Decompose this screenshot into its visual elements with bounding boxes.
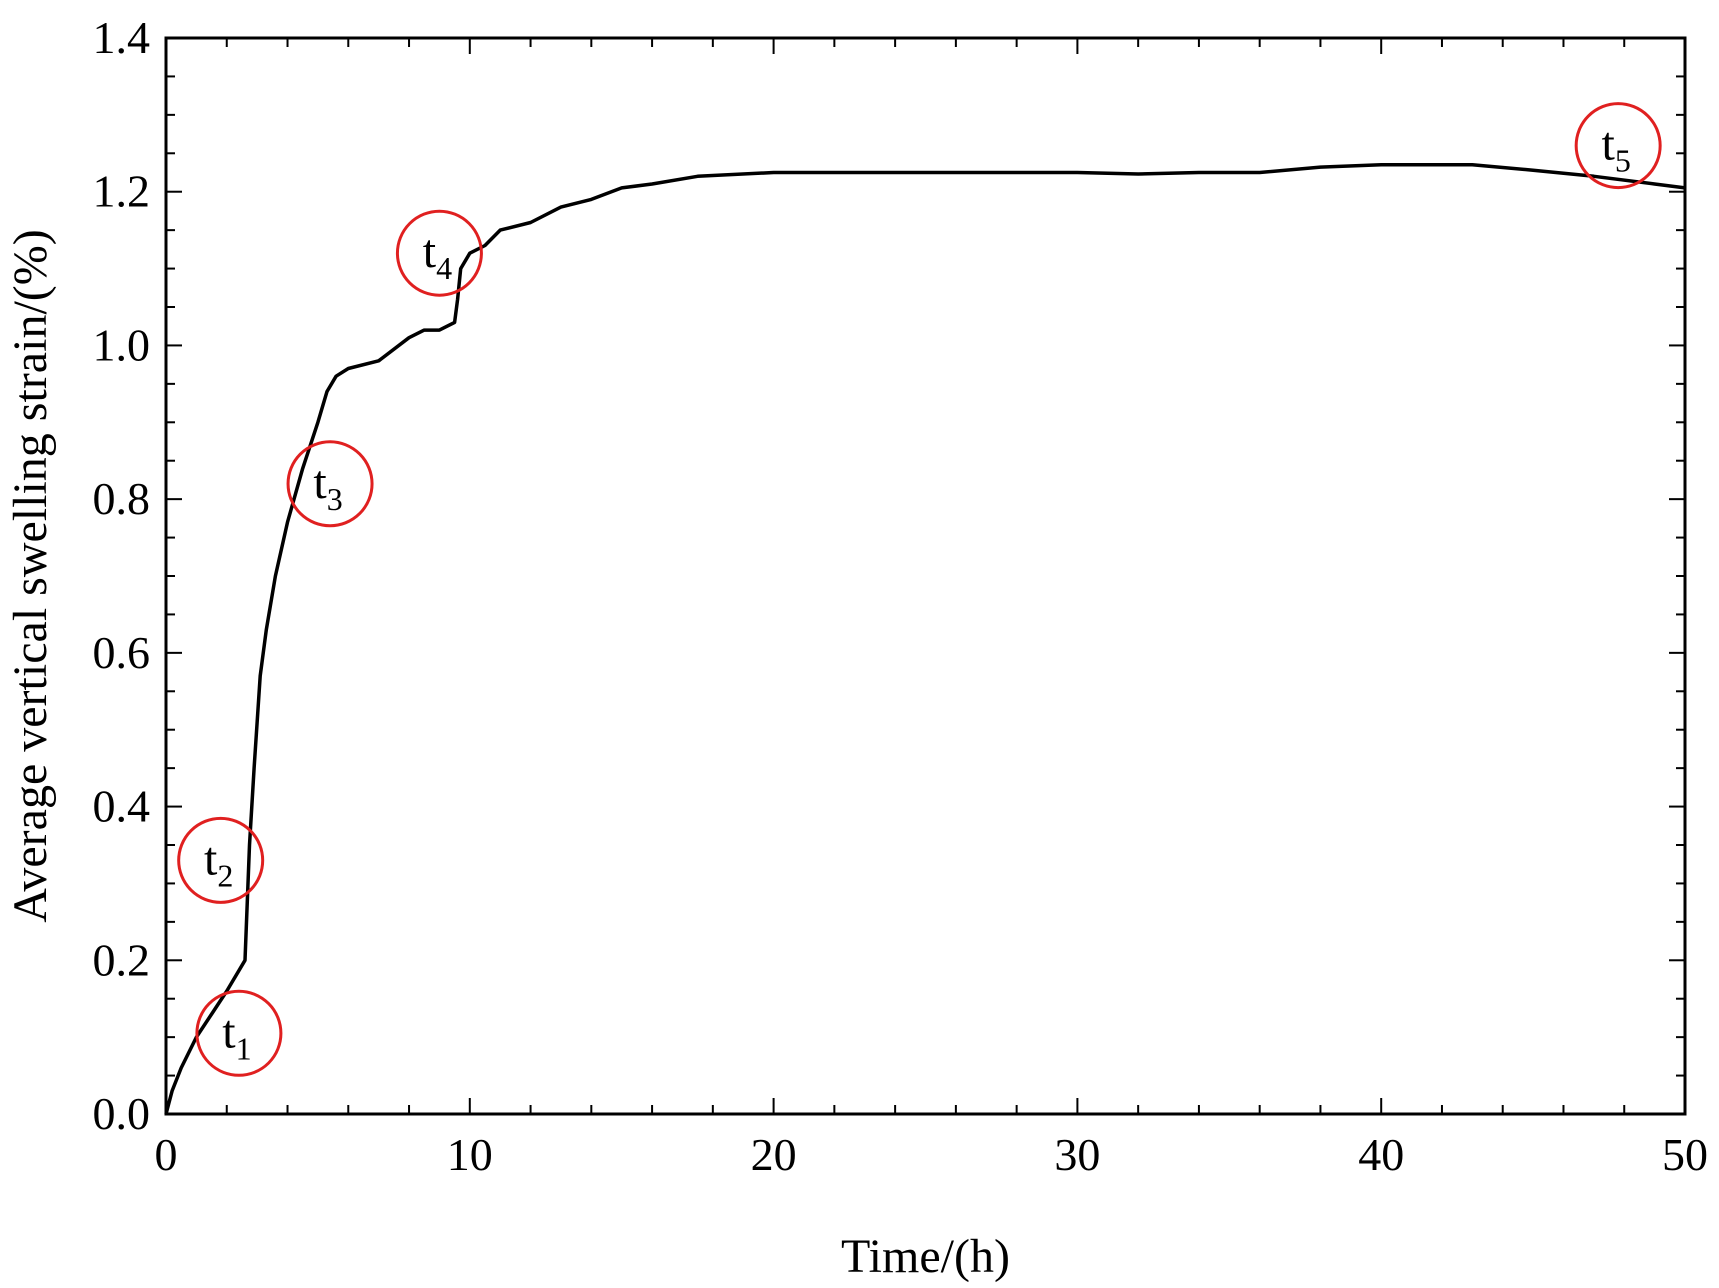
y-tick-label: 0.8 <box>93 473 151 524</box>
annotation-label-base: t <box>1601 118 1615 171</box>
annotation-label: t2 <box>204 832 233 893</box>
annotation-label-base: t <box>204 832 218 885</box>
series-line <box>164 163 1686 1115</box>
y-tick-label: 1.4 <box>93 12 151 63</box>
annotation-circle <box>1574 102 1662 190</box>
annotation-label-sub: 1 <box>236 1030 252 1066</box>
annotation-label: t5 <box>1601 118 1630 179</box>
annotation-circle <box>195 989 283 1077</box>
annotation-label-base: t <box>313 456 327 509</box>
plot-frame <box>164 36 1687 1116</box>
annotation-label-sub: 5 <box>1615 143 1631 179</box>
annotation-label-sub: 2 <box>217 857 233 893</box>
annotation-marker: t2 <box>177 816 265 904</box>
annotation-label-base: t <box>423 225 437 278</box>
annotation-circle <box>177 816 265 904</box>
annotation-circle <box>395 209 483 297</box>
x-tick-label: 20 <box>751 1129 797 1180</box>
y-tick-label: 0.4 <box>93 781 151 832</box>
annotation-label: t3 <box>313 456 342 517</box>
annotation-marker: t4 <box>395 209 483 297</box>
annotation-marker: t3 <box>286 440 374 528</box>
y-axis-title: Average vertical swelling strain/(%) <box>4 229 57 923</box>
annotation-label-sub: 4 <box>436 250 452 286</box>
y-tick-label: 1.2 <box>93 166 151 217</box>
y-tick-label: 1.0 <box>93 319 151 370</box>
series-layer <box>164 163 1686 1115</box>
x-tick-label: 50 <box>1662 1129 1708 1180</box>
y-tick-label: 0.0 <box>93 1088 151 1139</box>
annotation-marker: t1 <box>195 989 283 1077</box>
annotation-marker: t5 <box>1574 102 1662 190</box>
x-tick-label: 40 <box>1358 1129 1404 1180</box>
y-tick-label: 0.2 <box>93 934 151 985</box>
annotation-label-base: t <box>222 1005 236 1058</box>
y-tick-label: 0.6 <box>93 627 151 678</box>
annotation-label: t1 <box>222 1005 251 1066</box>
annotation-circle <box>286 440 374 528</box>
x-tick-label: 10 <box>447 1129 493 1180</box>
x-axis-title: Time/(h) <box>841 1230 1010 1283</box>
axes: 0 10 20 30 40 50 0.0 0.2 0.4 0.6 0.8 1.0 1.2 1.4 <box>93 12 1709 1180</box>
annotation-label-sub: 3 <box>327 481 343 517</box>
x-tick-label: 30 <box>1054 1129 1100 1180</box>
x-tick-label: 0 <box>155 1129 178 1180</box>
annotation-label: t4 <box>423 225 452 286</box>
